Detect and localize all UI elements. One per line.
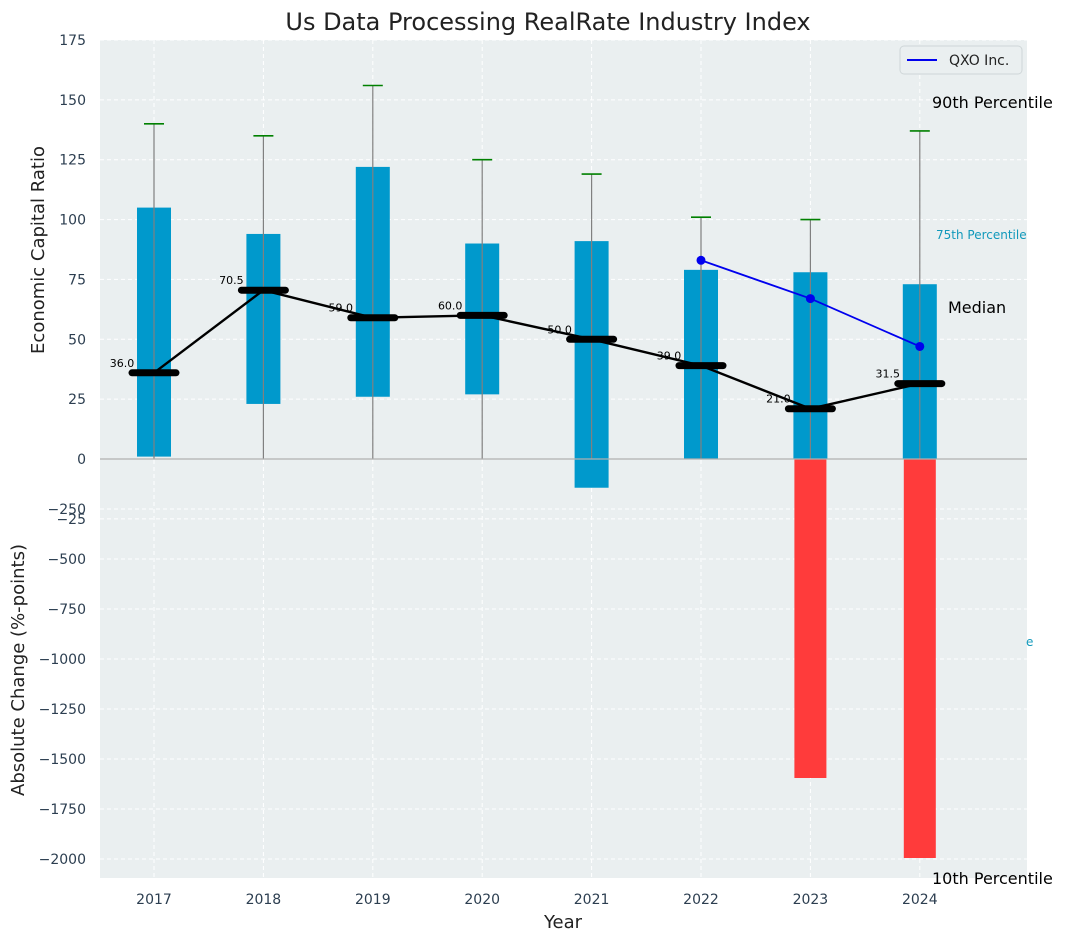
annotation-75th-percentile: 75th Percentile [936, 228, 1027, 242]
legend: QXO Inc. [899, 45, 1023, 75]
y-tick-top: 50 [68, 332, 86, 348]
x-tick-2024: 2024 [902, 892, 938, 908]
y-tick-top: 25 [68, 392, 86, 408]
median-label-2019: 59.0 [329, 302, 354, 315]
y-ticks-bottom: −2000 −1750 −1500 −1250 −1000 −750 −500 −250 [39, 502, 86, 868]
y-tick-bottom: −1250 [39, 702, 86, 718]
y-tick-bottom: −1000 [39, 652, 86, 668]
y-tick-top: 75 [68, 272, 86, 288]
annotation-90th-percentile: 90th Percentile [932, 93, 1053, 112]
company-series [696, 255, 925, 351]
x-tick-2018: 2018 [246, 892, 282, 908]
y-tick-top: 100 [59, 213, 86, 229]
median-label-2023: 21.0 [766, 393, 791, 406]
median-label-2022: 39.0 [657, 350, 682, 363]
y-tick-top: −25 [56, 512, 86, 528]
x-tick-2017: 2017 [136, 892, 172, 908]
y-tick-bottom: −500 [48, 552, 86, 568]
y-tick-bottom: −750 [48, 602, 86, 618]
company-point-2024 [915, 341, 925, 351]
x-tick-2019: 2019 [355, 892, 391, 908]
p90-caps [144, 84, 930, 221]
annotation-median: Median [948, 298, 1006, 317]
median-label-2021: 50.0 [547, 323, 572, 336]
y-tick-top: 175 [59, 33, 86, 49]
y-ticks-top: −25 0 25 50 75 100 125 150 175 [56, 33, 86, 528]
y-tick-bottom: −1500 [39, 752, 86, 768]
median-line [153, 288, 921, 410]
y-axis-label-bottom: Absolute Change (%-points) [8, 544, 29, 796]
y-tick-bottom: −1750 [39, 802, 86, 818]
x-tick-2023: 2023 [793, 892, 829, 908]
x-tick-2022: 2022 [683, 892, 719, 908]
y-tick-top: 125 [59, 153, 86, 169]
company-point-2023 [805, 294, 815, 304]
median-labels: 36.0 70.5 59.0 60.0 50.0 39.0 21.0 31.5 [110, 274, 900, 406]
x-ticks: 2017 2018 2019 2020 2021 2022 2023 2024 [136, 892, 938, 908]
annotation-10th-percentile: 10th Percentile [932, 869, 1053, 888]
y-tick-bottom: −2000 [39, 852, 86, 868]
chart-title: Us Data Processing RealRate Industry Ind… [285, 8, 810, 36]
company-point-2022 [696, 255, 706, 265]
median-label-2024: 31.5 [876, 368, 901, 381]
medians [128, 286, 946, 413]
median-label-2017: 36.0 [110, 357, 135, 370]
change-bars [794, 459, 936, 858]
y-tick-top: 150 [59, 93, 86, 109]
change-bar-2023 [794, 459, 827, 778]
change-bar-2024 [903, 459, 936, 858]
x-tick-2021: 2021 [574, 892, 610, 908]
median-label-2020: 60.0 [438, 299, 463, 312]
x-tick-2020: 2020 [464, 892, 500, 908]
median-label-2018: 70.5 [219, 274, 244, 287]
annotation-25th-percentile-partial: e [1026, 635, 1033, 649]
legend-label: QXO Inc. [949, 53, 1009, 69]
y-tick-bottom: −250 [48, 502, 86, 518]
x-axis-label: Year [543, 912, 583, 933]
y-tick-top: 0 [77, 452, 86, 468]
legend-box [899, 45, 1023, 75]
y-axis-label-top: Economic Capital Ratio [28, 146, 49, 354]
whiskers [153, 85, 921, 459]
